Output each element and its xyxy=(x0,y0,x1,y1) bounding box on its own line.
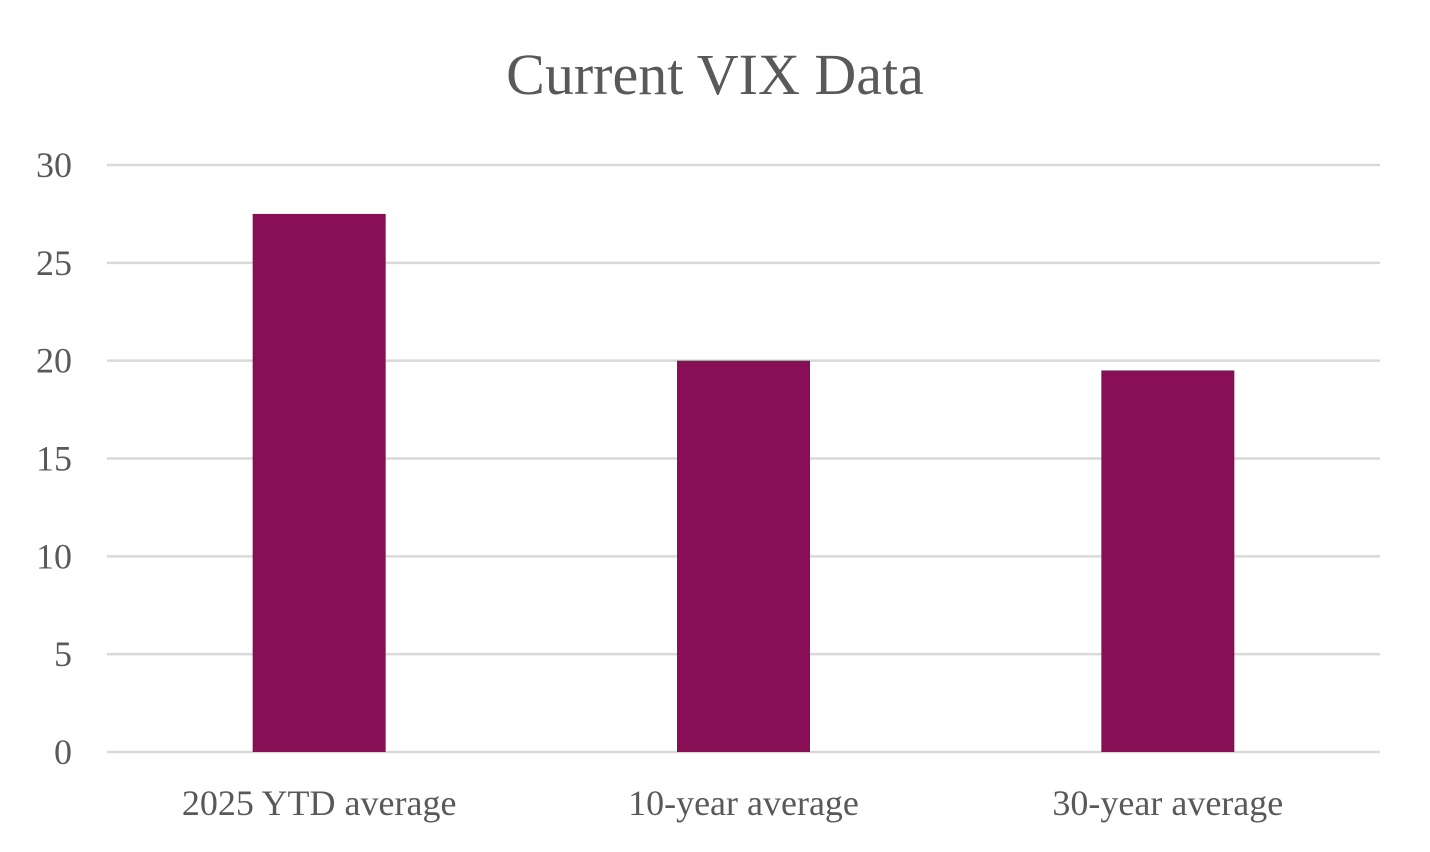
y-tick-label: 30 xyxy=(36,145,72,185)
y-tick-label: 20 xyxy=(36,341,72,381)
y-tick-label: 25 xyxy=(36,243,72,283)
bar xyxy=(1101,370,1235,752)
x-tick-label: 30-year average xyxy=(1052,783,1283,823)
bars xyxy=(252,213,1235,752)
y-axis-tick-labels: 0 5 10 15 20 25 30 xyxy=(36,145,72,772)
x-tick-label: 10-year average xyxy=(628,783,859,823)
y-tick-label: 15 xyxy=(36,439,72,479)
y-tick-label: 5 xyxy=(54,634,72,674)
x-axis-tick-labels: 2025 YTD average 10-year average 30-year a… xyxy=(182,783,1283,823)
x-tick-label: 2025 YTD average xyxy=(182,783,457,823)
y-tick-label: 0 xyxy=(54,732,72,772)
bar xyxy=(252,213,386,752)
y-tick-label: 10 xyxy=(36,536,72,576)
bar xyxy=(677,360,810,752)
chart-title: Current VIX Data xyxy=(506,42,924,107)
